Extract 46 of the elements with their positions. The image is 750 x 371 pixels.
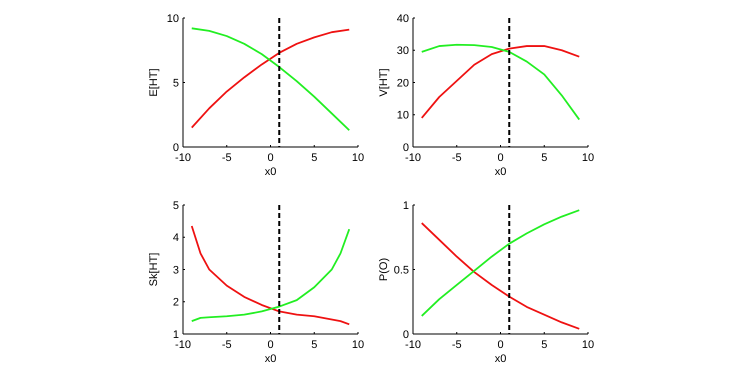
x-tick-label: 10 xyxy=(352,339,364,351)
x-axis-title: x0 xyxy=(494,353,506,365)
x-axis-title: x0 xyxy=(264,166,276,178)
y-tick-label: 5 xyxy=(172,200,179,212)
x-tick-label: 0 xyxy=(267,152,274,164)
x-tick-label: -5 xyxy=(222,339,232,351)
y-tick-label: 40 xyxy=(396,12,409,25)
x-tick-label: -10 xyxy=(405,152,421,164)
y-tick-label: 20 xyxy=(396,77,409,90)
y-tick-label: 0 xyxy=(402,142,409,154)
y-tick-label: 3 xyxy=(172,264,179,276)
x-tick-label: -5 xyxy=(452,339,462,351)
y-tick-label: 2 xyxy=(172,296,179,309)
x-tick-label: 0 xyxy=(497,152,504,164)
x-tick-label: 10 xyxy=(582,339,594,351)
y-tick-label: 10 xyxy=(166,12,179,25)
y-tick-label: 1 xyxy=(172,328,179,341)
x-tick-label: -10 xyxy=(175,152,191,164)
y-axis-title: P(O) xyxy=(378,258,390,282)
y-axis-title: V[HT] xyxy=(378,68,390,97)
y-tick-label: 1 xyxy=(402,200,409,212)
y-tick-label: 0 xyxy=(402,328,409,341)
x-tick-label: 5 xyxy=(311,152,318,164)
y-tick-label: 5 xyxy=(172,77,179,90)
x-tick-label: -10 xyxy=(405,339,421,351)
y-axis-title: Sk[HT] xyxy=(148,252,160,286)
x-axis-title: x0 xyxy=(494,166,506,178)
x-tick-label: 10 xyxy=(582,152,594,164)
x-tick-label: 0 xyxy=(497,339,504,351)
line-series xyxy=(420,222,580,330)
y-tick-label: 4 xyxy=(172,232,179,244)
y-axis-title: E[HT] xyxy=(148,68,160,97)
y-tick-label: 30 xyxy=(396,45,409,58)
x-tick-label: 5 xyxy=(311,339,318,351)
x-tick-label: 10 xyxy=(352,152,364,164)
x-axis-title: x0 xyxy=(264,353,276,365)
x-tick-label: 5 xyxy=(541,152,548,164)
y-tick-label: 0 xyxy=(172,142,179,154)
x-tick-label: 0 xyxy=(267,339,274,351)
x-tick-label: -5 xyxy=(222,152,232,164)
y-tick-label: 0.5 xyxy=(394,264,409,276)
x-tick-label: -5 xyxy=(452,152,462,164)
x-tick-label: -10 xyxy=(175,339,191,351)
y-tick-label: 10 xyxy=(396,110,409,122)
x-tick-label: 5 xyxy=(541,339,548,351)
line-series xyxy=(420,209,580,317)
